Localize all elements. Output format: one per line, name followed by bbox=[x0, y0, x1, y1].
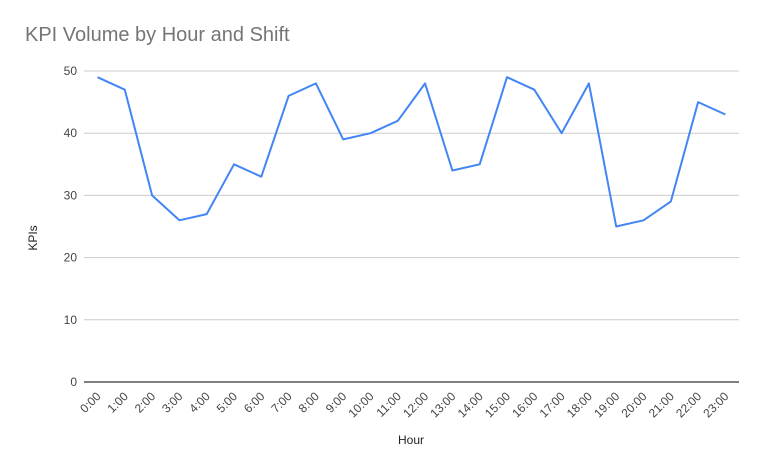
data-point[interactable] bbox=[149, 192, 155, 198]
x-axis-title: Hour bbox=[398, 433, 424, 447]
y-tick-label: 40 bbox=[64, 126, 78, 140]
data-point[interactable] bbox=[722, 112, 728, 118]
data-point[interactable] bbox=[531, 87, 537, 93]
y-tick-label: 0 bbox=[70, 375, 77, 389]
data-point[interactable] bbox=[641, 217, 647, 223]
chart-title: KPI Volume by Hour and Shift bbox=[25, 24, 290, 46]
x-tick-label: 23:00 bbox=[700, 389, 731, 420]
y-tick-label: 20 bbox=[64, 251, 78, 265]
x-tick-label: 0:00 bbox=[77, 389, 104, 416]
data-point[interactable] bbox=[258, 174, 264, 180]
x-tick-label: 22:00 bbox=[673, 389, 704, 420]
series-line bbox=[97, 76, 726, 228]
x-tick-label: 13:00 bbox=[427, 389, 458, 420]
data-point[interactable] bbox=[586, 80, 592, 86]
x-tick-label: 5:00 bbox=[214, 389, 241, 416]
data-point[interactable] bbox=[449, 168, 455, 174]
x-tick-label: 1:00 bbox=[105, 389, 132, 416]
grid-lines bbox=[84, 70, 739, 383]
data-point[interactable] bbox=[668, 199, 674, 205]
x-tick-label: 14:00 bbox=[455, 389, 486, 420]
data-point[interactable] bbox=[368, 130, 374, 136]
data-point[interactable] bbox=[313, 80, 319, 86]
x-tick-label: 18:00 bbox=[564, 389, 595, 420]
x-tick-label: 16:00 bbox=[509, 389, 540, 420]
data-point[interactable] bbox=[395, 118, 401, 124]
x-tick-label: 21:00 bbox=[646, 389, 677, 420]
data-point[interactable] bbox=[286, 93, 292, 99]
data-point[interactable] bbox=[613, 224, 619, 230]
x-tick-label: 10:00 bbox=[345, 389, 376, 420]
x-tick-label: 19:00 bbox=[591, 389, 622, 420]
data-point[interactable] bbox=[559, 130, 565, 136]
data-point[interactable] bbox=[122, 87, 128, 93]
data-point[interactable] bbox=[340, 136, 346, 142]
y-tick-label: 10 bbox=[64, 313, 78, 327]
x-tick-label: 7:00 bbox=[268, 389, 295, 416]
x-tick-label: 4:00 bbox=[186, 389, 213, 416]
x-tick-label: 3:00 bbox=[159, 389, 186, 416]
y-axis-ticks: 0 10 20 30 40 50 bbox=[64, 64, 78, 389]
data-point[interactable] bbox=[477, 161, 483, 167]
y-axis-title: KPIs bbox=[26, 225, 40, 250]
data-point[interactable] bbox=[95, 74, 101, 80]
x-tick-label: 17:00 bbox=[537, 389, 568, 420]
data-point[interactable] bbox=[504, 74, 510, 80]
data-point[interactable] bbox=[176, 217, 182, 223]
x-tick-label: 12:00 bbox=[400, 389, 431, 420]
x-tick-label: 8:00 bbox=[296, 389, 323, 416]
x-tick-label: 15:00 bbox=[482, 389, 513, 420]
data-point[interactable] bbox=[231, 161, 237, 167]
data-point[interactable] bbox=[422, 80, 428, 86]
y-tick-label: 30 bbox=[64, 188, 78, 202]
y-tick-label: 50 bbox=[64, 64, 78, 78]
data-point[interactable] bbox=[695, 99, 701, 105]
x-tick-label: 6:00 bbox=[241, 389, 268, 416]
x-tick-label: 20:00 bbox=[618, 389, 649, 420]
x-axis-ticks: 0:00 1:00 2:00 3:00 4:00 5:00 6:00 7:00 8:00 9:00… bbox=[77, 389, 732, 420]
x-tick-label: 11:00 bbox=[373, 389, 404, 420]
x-tick-label: 2:00 bbox=[132, 389, 159, 416]
data-point[interactable] bbox=[204, 211, 210, 217]
series-group bbox=[95, 74, 728, 230]
